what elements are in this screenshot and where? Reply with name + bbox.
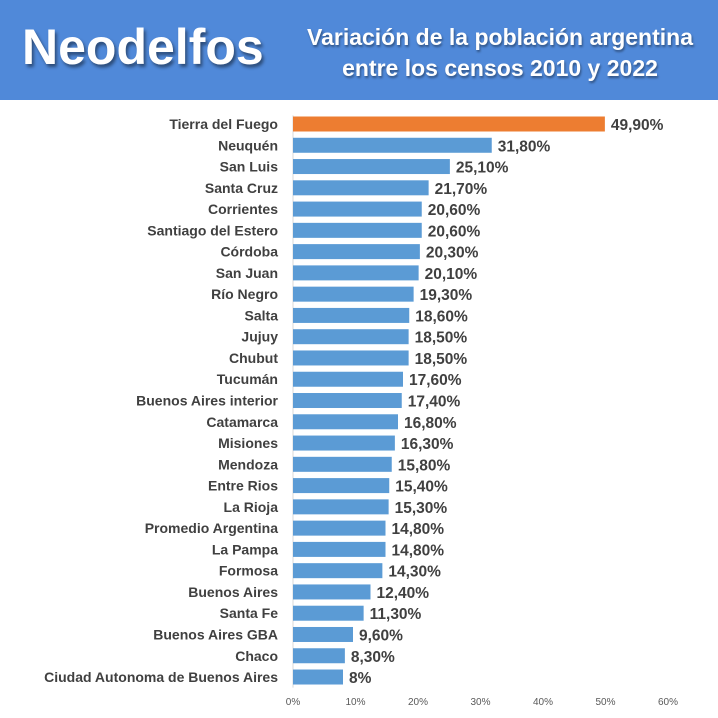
bar bbox=[293, 499, 389, 515]
bar bbox=[293, 393, 402, 409]
data-label: 16,80% bbox=[404, 415, 457, 432]
bar bbox=[293, 201, 422, 217]
bar-chart: Tierra del Fuego 49,90% Neuquén 31,80% San L… bbox=[44, 115, 678, 708]
category-label: La Pampa bbox=[212, 541, 278, 557]
category-label: Santa Cruz bbox=[205, 180, 278, 196]
bar bbox=[293, 669, 343, 685]
data-label: 14,80% bbox=[392, 521, 445, 538]
data-label: 12,40% bbox=[377, 585, 430, 602]
bar bbox=[293, 137, 492, 153]
bar bbox=[293, 116, 605, 132]
chart-title-line1: Variación de la población argentina bbox=[307, 24, 693, 50]
category-label: Santa Fe bbox=[220, 605, 279, 621]
data-label: 18,60% bbox=[415, 308, 468, 325]
bar bbox=[293, 478, 390, 494]
x-tick-label: 40% bbox=[533, 697, 553, 708]
category-label: Formosa bbox=[219, 563, 278, 579]
bar bbox=[293, 626, 353, 642]
bar bbox=[293, 648, 345, 664]
data-label: 20,60% bbox=[428, 202, 481, 219]
x-tick-label: 10% bbox=[345, 697, 365, 708]
bar bbox=[293, 307, 410, 323]
data-label: 31,80% bbox=[498, 138, 551, 155]
bar bbox=[293, 563, 383, 579]
bar bbox=[293, 584, 371, 600]
data-label: 9,60% bbox=[359, 627, 403, 644]
bar bbox=[293, 520, 386, 536]
data-label: 21,70% bbox=[435, 181, 488, 198]
bar bbox=[293, 222, 422, 238]
category-label: Santiago del Estero bbox=[147, 222, 278, 238]
chart-title: Variación de la población argentina entr… bbox=[300, 22, 700, 84]
data-label: 25,10% bbox=[456, 160, 509, 177]
x-tick-label: 50% bbox=[595, 697, 615, 708]
category-label: Mendoza bbox=[218, 456, 278, 472]
data-label: 8% bbox=[349, 670, 372, 687]
bar bbox=[293, 244, 420, 260]
bar bbox=[293, 435, 395, 451]
category-label: Catamarca bbox=[206, 414, 278, 430]
category-label: Tucumán bbox=[217, 371, 278, 387]
category-label: Misiones bbox=[218, 435, 278, 451]
data-label: 14,80% bbox=[392, 542, 445, 559]
data-label: 17,40% bbox=[408, 394, 461, 411]
header-banner: Neodelfos Variación de la población arge… bbox=[0, 0, 718, 100]
bar bbox=[293, 286, 414, 302]
category-label: Chubut bbox=[229, 350, 278, 366]
category-label: Buenos Aires GBA bbox=[153, 626, 278, 642]
data-label: 18,50% bbox=[415, 351, 468, 368]
bar bbox=[293, 414, 398, 430]
x-tick-label: 60% bbox=[658, 697, 678, 708]
category-label: Río Negro bbox=[211, 286, 278, 302]
bar bbox=[293, 350, 409, 366]
bar bbox=[293, 605, 364, 621]
brand-logo: Neodelfos bbox=[22, 19, 264, 75]
data-label: 15,40% bbox=[395, 479, 448, 496]
category-label: Promedio Argentina bbox=[145, 520, 278, 536]
bar bbox=[293, 456, 392, 472]
category-label: La Rioja bbox=[224, 499, 279, 515]
data-label: 19,30% bbox=[420, 287, 473, 304]
data-label: 20,10% bbox=[425, 266, 478, 283]
data-label: 49,90% bbox=[611, 117, 664, 134]
category-label: Corrientes bbox=[208, 201, 278, 217]
category-label: Jujuy bbox=[241, 329, 278, 345]
category-label: Buenos Aires interior bbox=[136, 393, 278, 409]
category-label: Tierra del Fuego bbox=[169, 116, 278, 132]
category-label: Buenos Aires bbox=[188, 584, 278, 600]
category-label: Salta bbox=[245, 307, 279, 323]
bar bbox=[293, 541, 386, 557]
bar bbox=[293, 265, 419, 281]
x-tick-label: 0% bbox=[286, 697, 301, 708]
chart-title-line2: entre los censos 2010 y 2022 bbox=[342, 55, 658, 81]
data-label: 20,60% bbox=[428, 223, 481, 240]
data-label: 18,50% bbox=[415, 330, 468, 347]
bar bbox=[293, 329, 409, 345]
category-label: San Juan bbox=[216, 265, 278, 281]
data-label: 14,30% bbox=[388, 564, 441, 581]
category-label: Chaco bbox=[235, 648, 278, 664]
data-label: 17,60% bbox=[409, 372, 462, 389]
x-tick-label: 30% bbox=[470, 697, 490, 708]
data-label: 8,30% bbox=[351, 649, 395, 666]
category-label: Ciudad Autonoma de Buenos Aires bbox=[44, 669, 278, 685]
category-label: Entre Rios bbox=[208, 478, 278, 494]
x-tick-label: 20% bbox=[408, 697, 428, 708]
bar bbox=[293, 371, 403, 387]
data-label: 20,30% bbox=[426, 245, 479, 262]
category-label: Neuquén bbox=[218, 137, 278, 153]
bar bbox=[293, 180, 429, 196]
data-label: 15,80% bbox=[398, 457, 451, 474]
category-label: San Luis bbox=[220, 159, 279, 175]
bar bbox=[293, 159, 450, 175]
data-label: 16,30% bbox=[401, 436, 454, 453]
data-label: 11,30% bbox=[370, 606, 422, 623]
category-label: Córdoba bbox=[220, 244, 278, 260]
data-label: 15,30% bbox=[395, 500, 448, 517]
